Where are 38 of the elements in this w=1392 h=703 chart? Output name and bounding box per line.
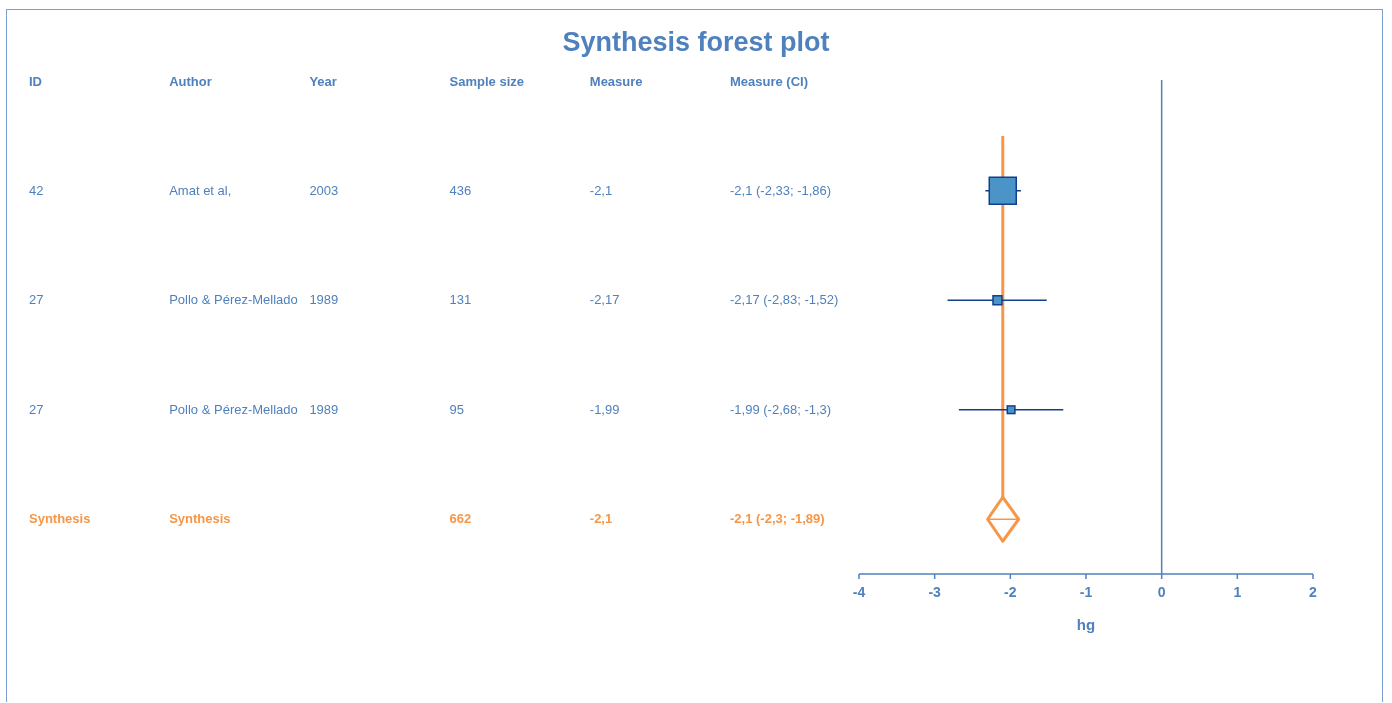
x-tick-label: -2 — [1004, 583, 1017, 600]
text: Sample size — [449, 74, 525, 90]
x-tick-label: 2 — [1309, 583, 1318, 600]
text: -1,99 (-2,68; -1,3) — [730, 401, 832, 418]
text: Pollo & Pérez-Mellado — [169, 401, 298, 418]
x-tick-label: -3 — [928, 583, 942, 600]
text: 1989 — [309, 292, 339, 309]
text: Synthesis — [169, 511, 231, 528]
text: Synthesis — [29, 511, 91, 528]
text: 27 — [29, 401, 44, 418]
x-tick-label: 0 — [1157, 583, 1166, 600]
text: 436 — [449, 182, 472, 199]
text: Measure — [589, 74, 643, 90]
text: -1,99 — [589, 401, 620, 418]
text: 2003 — [309, 182, 339, 199]
text: 131 — [449, 292, 472, 309]
text: -2,1 (-2,33; -1,86) — [730, 182, 832, 199]
text: ID — [29, 74, 42, 90]
text: Author — [169, 74, 212, 90]
text: Measure (CI) — [730, 74, 809, 90]
text: Pollo & Pérez-Mellado — [169, 292, 298, 309]
text: 95 — [449, 401, 465, 418]
text: -2,1 — [589, 182, 613, 199]
x-axis-title: hg — [1076, 616, 1096, 633]
text: Year — [309, 74, 337, 90]
text: Amat et al, — [169, 182, 232, 199]
text: 42 — [29, 182, 44, 199]
text: -2,1 (-2,3; -1,89) — [730, 511, 825, 528]
x-tick-label: 1 — [1233, 583, 1242, 600]
text: -2,17 (-2,83; -1,52) — [730, 292, 839, 309]
text: -2,17 — [589, 292, 620, 309]
text: 1989 — [309, 401, 339, 418]
x-tick-label: -4 — [852, 583, 866, 600]
text: 27 — [29, 292, 44, 309]
text: 662 — [449, 511, 472, 528]
text: -2,1 — [589, 511, 613, 528]
chart-title: Synthesis forest plot — [561, 26, 831, 58]
x-tick-label: -1 — [1079, 583, 1093, 600]
